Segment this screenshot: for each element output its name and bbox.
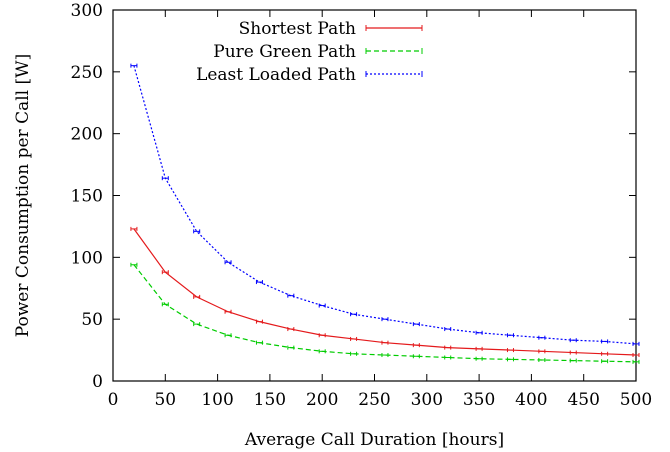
y-tick-label: 50	[81, 310, 103, 330]
x-tick-label: 150	[254, 390, 286, 410]
series-pure-green-path	[130, 262, 640, 364]
y-tick-label: 100	[71, 248, 103, 268]
data-point	[506, 357, 514, 362]
data-point	[350, 351, 358, 356]
series-layer	[130, 63, 640, 364]
data-point	[350, 312, 358, 317]
data-point	[444, 355, 452, 360]
data-point	[255, 280, 263, 285]
data-point	[632, 341, 640, 346]
data-point	[569, 358, 577, 363]
data-point	[632, 359, 640, 364]
legend-entry: Least Loaded Path	[196, 65, 423, 85]
data-point	[538, 349, 546, 354]
data-point	[381, 353, 389, 358]
data-point	[318, 349, 326, 354]
data-point	[193, 322, 201, 327]
data-point	[569, 350, 577, 355]
x-tick-label: 500	[620, 390, 652, 410]
series-shortest-path	[130, 226, 640, 358]
y-tick-label: 250	[71, 63, 103, 83]
x-tick-label: 300	[411, 390, 443, 410]
data-point	[538, 357, 546, 362]
data-point	[130, 63, 138, 68]
data-point	[506, 333, 514, 338]
data-point	[224, 309, 232, 314]
data-point	[412, 322, 420, 327]
data-point	[601, 339, 609, 344]
data-point	[538, 335, 546, 340]
series-line	[133, 65, 637, 345]
x-tick-label: 100	[201, 390, 233, 410]
data-point	[130, 262, 138, 267]
legend-label: Pure Green Path	[213, 42, 356, 62]
data-point	[475, 330, 483, 335]
data-point	[287, 327, 295, 332]
data-point	[255, 319, 263, 324]
data-point	[632, 353, 640, 358]
y-tick-label: 300	[71, 1, 103, 21]
data-point	[381, 340, 389, 345]
data-point	[193, 294, 201, 299]
x-axis: 0 50 100 150 200 250 300 350 400 450 500	[108, 10, 652, 410]
data-point	[161, 270, 169, 275]
x-tick-label: 350	[463, 390, 495, 410]
x-tick-label: 0	[108, 390, 119, 410]
legend: Shortest Path Pure Green Path Least Loaded…	[196, 19, 423, 85]
data-point	[161, 302, 169, 307]
data-point	[255, 340, 263, 345]
data-point	[475, 356, 483, 361]
legend-entry: Shortest Path	[239, 19, 423, 39]
data-point	[444, 327, 452, 332]
data-point	[412, 343, 420, 348]
series-least-loaded-path	[130, 63, 640, 346]
y-tick-label: 150	[71, 187, 103, 207]
data-point	[287, 345, 295, 350]
x-tick-label: 450	[567, 390, 599, 410]
legend-entry: Pure Green Path	[213, 42, 423, 62]
data-point	[412, 354, 420, 359]
plot-frame	[112, 9, 637, 382]
data-point	[601, 359, 609, 364]
data-point	[224, 333, 232, 338]
data-point	[601, 351, 609, 356]
data-point	[318, 333, 326, 338]
plot-area	[112, 9, 637, 382]
data-point	[161, 176, 169, 181]
legend-label: Shortest Path	[239, 19, 356, 39]
series-line	[133, 264, 637, 363]
data-point	[569, 338, 577, 343]
series-line	[133, 228, 637, 356]
x-axis-label: Average Call Duration [hours]	[244, 430, 504, 450]
y-tick-label: 0	[92, 372, 103, 392]
x-tick-label: 50	[154, 390, 176, 410]
data-point	[381, 317, 389, 322]
data-point	[506, 348, 514, 353]
x-tick-label: 250	[358, 390, 390, 410]
data-point	[224, 260, 232, 265]
data-point	[193, 229, 201, 234]
x-tick-label: 400	[515, 390, 547, 410]
data-point	[444, 345, 452, 350]
y-axis-label: Power Consumption per Call [W]	[13, 54, 33, 337]
legend-label: Least Loaded Path	[196, 65, 356, 85]
x-tick-label: 200	[306, 390, 338, 410]
data-point	[475, 346, 483, 351]
y-tick-label: 200	[71, 125, 103, 145]
y-axis: 0 50 100 150 200 250 300	[71, 1, 636, 392]
data-point	[287, 293, 295, 298]
data-point	[350, 336, 358, 341]
data-point	[318, 303, 326, 308]
data-point	[130, 226, 138, 231]
